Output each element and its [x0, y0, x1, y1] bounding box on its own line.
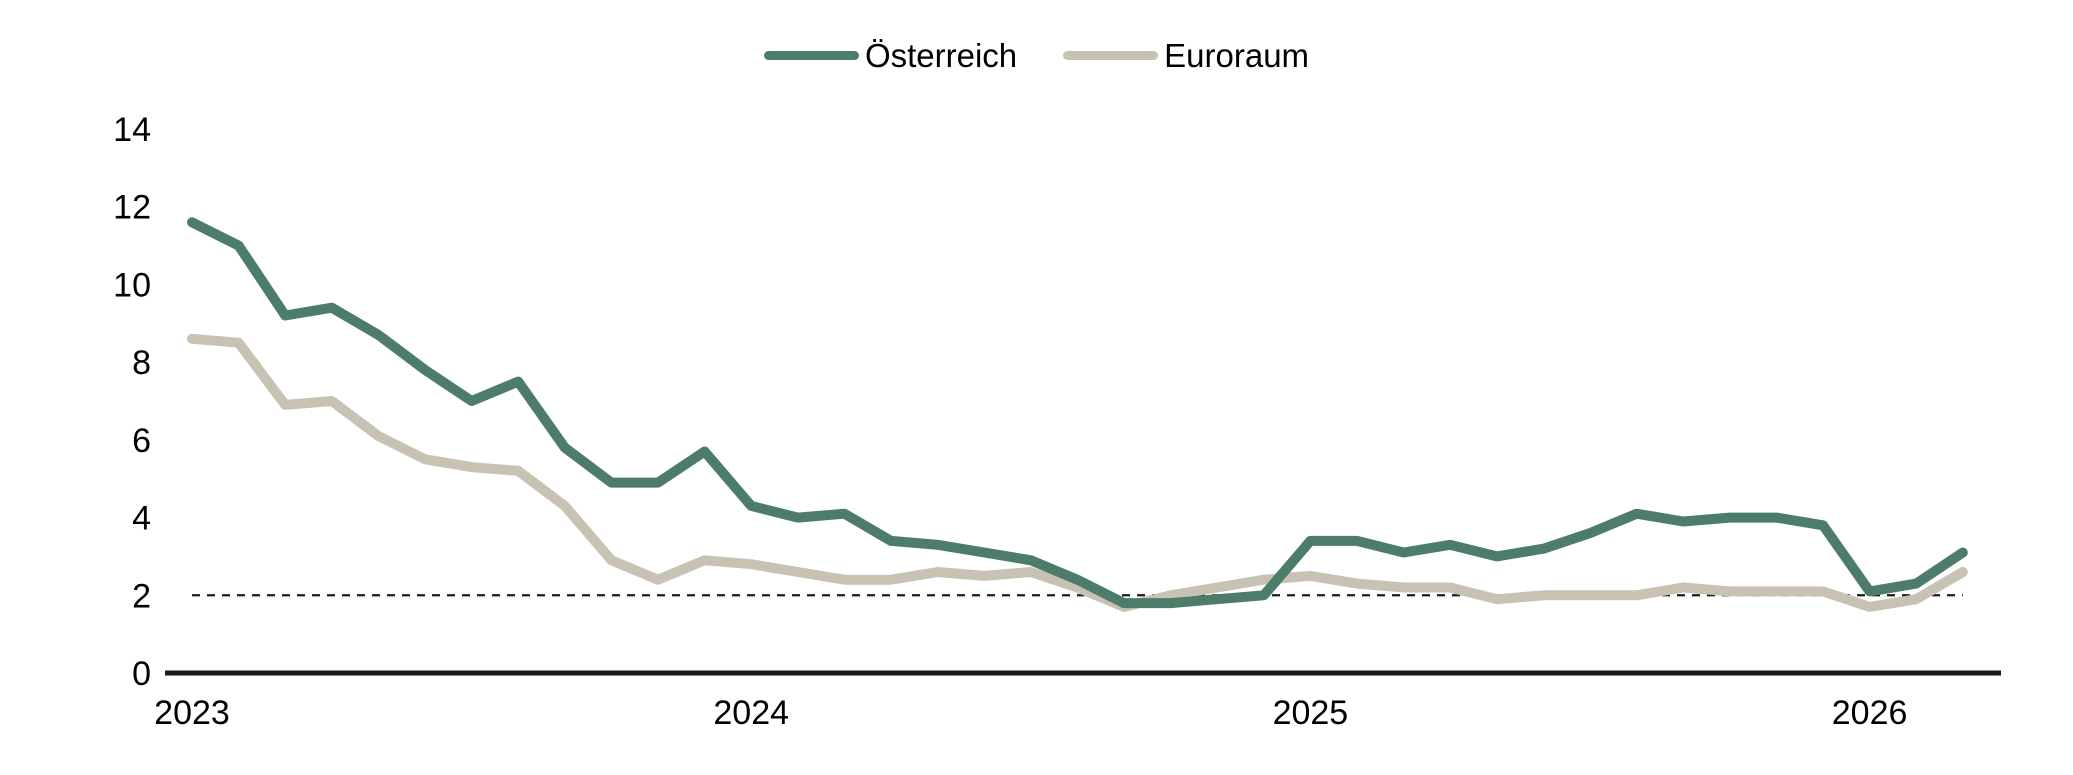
y-axis-tick-label: 2	[132, 577, 151, 615]
y-axis-tick-label: 12	[113, 189, 151, 227]
y-axis-tick-label: 10	[113, 266, 151, 304]
x-axis-tick-label: 2024	[713, 694, 789, 732]
legend-swatch-euroraum	[1063, 51, 1159, 61]
legend-swatch-oesterreich	[763, 51, 859, 61]
x-axis-tick-label: 2026	[1832, 694, 1908, 732]
legend-label-oesterreich: Österreich	[864, 37, 1018, 74]
y-axis-tick-label: 0	[132, 655, 151, 693]
series-line-euroraum	[187, 333, 1968, 612]
y-axis-tick-label: 8	[132, 344, 151, 382]
y-axis-tick-label: 4	[132, 500, 151, 538]
y-axis-tick-label: 6	[132, 422, 151, 460]
x-axis-tick-label: 2023	[154, 694, 230, 732]
y-axis-tick-label: 14	[113, 111, 151, 149]
chart-legend: Österreich Euroraum	[0, 36, 2073, 76]
x-axis-tick-label: 2025	[1273, 694, 1349, 732]
legend-label-euroraum: Euroraum	[1164, 37, 1310, 74]
legend-item-oesterreich: Österreich	[763, 36, 1018, 76]
series-line-oesterreich	[187, 217, 1968, 609]
legend-item-euroraum: Euroraum	[1063, 36, 1309, 76]
